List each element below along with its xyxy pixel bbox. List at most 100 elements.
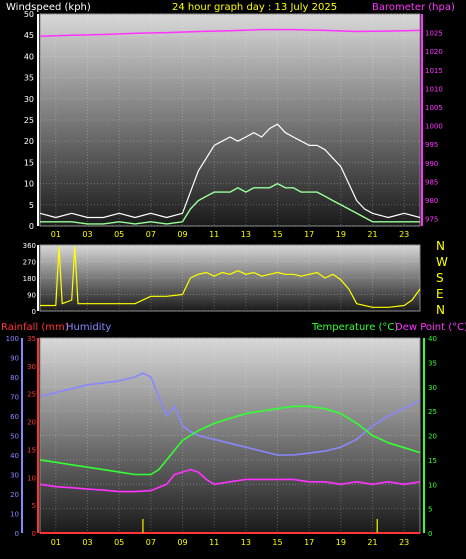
wind-hour-label: 17 bbox=[304, 230, 314, 239]
direction-label-e: E bbox=[436, 287, 444, 301]
avg-wind-series-line bbox=[40, 182, 420, 225]
wind-gust-series-line bbox=[39, 123, 421, 219]
barometer-tick-label: 980 bbox=[425, 197, 438, 205]
temperature-axis-title: Temperature (°C) bbox=[311, 322, 398, 333]
wind-left-tick-label: 5 bbox=[29, 201, 34, 210]
humidity-tick-label: 20 bbox=[10, 491, 19, 499]
temp-hour-label: 09 bbox=[177, 538, 187, 547]
temperature-tick-label: 20 bbox=[428, 433, 437, 441]
direction-label-n-top: N bbox=[436, 239, 445, 253]
temp-hour-label: 17 bbox=[304, 538, 314, 547]
humidity-tick-label: 100 bbox=[6, 335, 19, 343]
humidity-tick-label: 30 bbox=[10, 472, 19, 480]
wind-hour-label: 05 bbox=[114, 230, 124, 239]
temperature-tick-label: 0 bbox=[428, 530, 432, 538]
wind-hour-label: 09 bbox=[177, 230, 187, 239]
barometer-tick-label: 985 bbox=[425, 178, 438, 186]
wind-hour-label: 01 bbox=[51, 230, 61, 239]
direction-panel-background bbox=[39, 244, 421, 312]
rainfall-tick-label: 0 bbox=[32, 530, 36, 538]
humidity-tick-label: 10 bbox=[10, 511, 19, 519]
humidity-tick-label: 0 bbox=[15, 530, 19, 538]
wind-left-tick-label: 25 bbox=[24, 116, 34, 125]
barometer-tick-label: 975 bbox=[425, 216, 438, 224]
rainfall-tick-label: 20 bbox=[27, 419, 36, 427]
temp-hour-label: 21 bbox=[367, 538, 377, 547]
wind-hour-label: 23 bbox=[399, 230, 409, 239]
wind-hour-label: 11 bbox=[209, 230, 219, 239]
humidity-tick-label: 60 bbox=[10, 413, 19, 421]
direction-label-n-bottom: N bbox=[436, 303, 445, 317]
barometer-tick-label: 990 bbox=[425, 160, 438, 168]
barometer-tick-label: 1015 bbox=[425, 67, 443, 75]
temperature-tick-label: 40 bbox=[428, 335, 437, 343]
wind-left-tick-label: 50 bbox=[24, 10, 34, 19]
rainfall-tick-label: 25 bbox=[27, 391, 36, 399]
wind-left-tick-label: 45 bbox=[24, 31, 34, 40]
humidity-tick-label: 50 bbox=[10, 433, 19, 441]
temperature-tick-label: 30 bbox=[428, 384, 437, 392]
wind-hour-label: 21 bbox=[367, 230, 377, 239]
dewpoint-axis-title: Dew Point (°C) bbox=[395, 322, 466, 333]
rainfall-tick-label: 30 bbox=[27, 363, 36, 371]
temp-hour-label: 07 bbox=[146, 538, 156, 547]
direction-tick-label: 270 bbox=[23, 259, 36, 267]
temperature-tick-label: 15 bbox=[428, 457, 437, 465]
wind-panel-background bbox=[39, 13, 421, 227]
direction-tick-label: 180 bbox=[23, 275, 36, 283]
barometer-tick-label: 1005 bbox=[425, 104, 443, 112]
temp-hour-label: 11 bbox=[209, 538, 219, 547]
barometer-tick-label: 1025 bbox=[425, 30, 443, 38]
wind-left-tick-label: 35 bbox=[24, 74, 34, 83]
rainfall-tick-label: 5 bbox=[32, 502, 36, 510]
barometer-tick-label: 1000 bbox=[425, 123, 443, 131]
barometer-axis-title: Barometer (hpa) bbox=[372, 2, 455, 13]
humidity-axis-title: Humidity bbox=[66, 322, 111, 333]
barometer-series-line bbox=[39, 28, 421, 38]
rainfall-tick-label: 10 bbox=[27, 474, 36, 482]
wind-hour-label: 07 bbox=[146, 230, 156, 239]
wind-hour-label: 19 bbox=[336, 230, 346, 239]
temperature-series-line bbox=[39, 405, 421, 476]
temp-hour-label: 23 bbox=[399, 538, 409, 547]
barometer-tick-label: 1010 bbox=[425, 85, 443, 93]
wind-left-tick-label: 10 bbox=[24, 180, 34, 189]
humidity-tick-label: 40 bbox=[10, 452, 19, 460]
temp-hour-label: 13 bbox=[241, 538, 251, 547]
barometer-tick-label: 1020 bbox=[425, 48, 443, 56]
temperature-tick-label: 5 bbox=[428, 506, 432, 514]
humidity-tick-label: 80 bbox=[10, 374, 19, 382]
humidity-series-line bbox=[39, 372, 421, 456]
wind-hour-label: 13 bbox=[241, 230, 251, 239]
temp-hour-label: 03 bbox=[82, 538, 92, 547]
direction-tick-label: 90 bbox=[27, 292, 36, 300]
humidity-tick-label: 90 bbox=[10, 355, 19, 363]
windspeed-axis-title: Windspeed (kph) bbox=[6, 2, 91, 13]
wind-left-tick-label: 40 bbox=[24, 52, 34, 61]
wind-direction-series-line bbox=[40, 246, 421, 308]
humidity-tick-label: 70 bbox=[10, 394, 19, 402]
rainfall-tick-label: 15 bbox=[27, 446, 36, 454]
temp-panel-background bbox=[39, 337, 421, 534]
direction-label-w: W bbox=[436, 255, 448, 269]
wind-hour-label: 15 bbox=[272, 230, 282, 239]
temperature-tick-label: 10 bbox=[428, 481, 437, 489]
graph-title: 24 hour graph day : 13 July 2025 bbox=[172, 2, 337, 13]
wind-left-tick-label: 30 bbox=[24, 95, 34, 104]
temperature-tick-label: 25 bbox=[428, 408, 437, 416]
temperature-tick-label: 35 bbox=[428, 359, 437, 367]
wind-left-tick-label: 15 bbox=[24, 158, 34, 167]
wind-hour-label: 03 bbox=[82, 230, 92, 239]
barometer-tick-label: 995 bbox=[425, 141, 438, 149]
temp-hour-label: 01 bbox=[51, 538, 61, 547]
rainfall-axis-title: Rainfall (mm) bbox=[1, 322, 69, 333]
temp-hour-label: 15 bbox=[272, 538, 282, 547]
temp-hour-label: 05 bbox=[114, 538, 124, 547]
wind-left-tick-label: 20 bbox=[24, 137, 34, 146]
direction-tick-label: 360 bbox=[23, 242, 36, 250]
dew-point-series-line bbox=[39, 468, 421, 493]
wind-left-tick-label: 0 bbox=[29, 222, 34, 231]
temp-hour-label: 19 bbox=[336, 538, 346, 547]
